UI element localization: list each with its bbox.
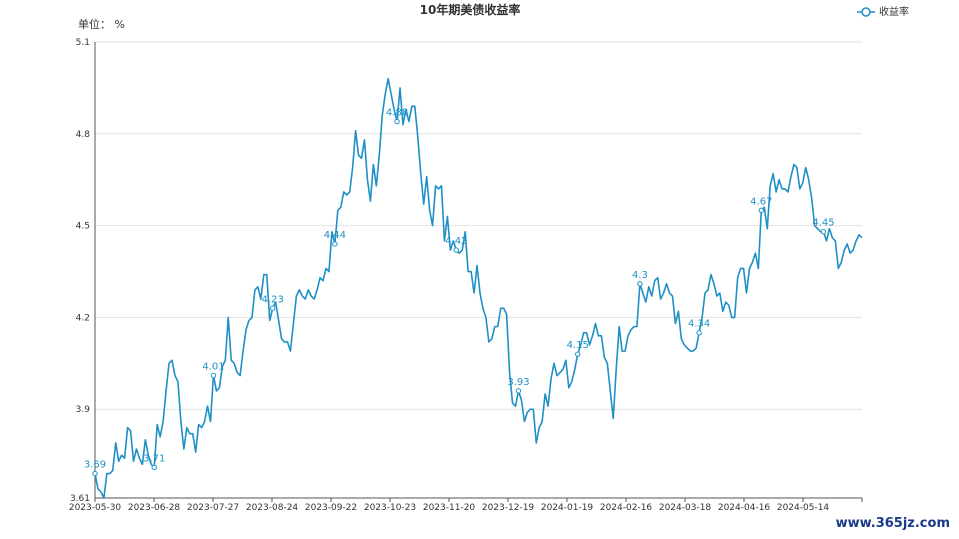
data-value-label: 4.42 bbox=[445, 236, 467, 247]
data-point-marker bbox=[453, 247, 459, 253]
data-point-marker bbox=[92, 470, 98, 477]
x-tick-label: 2023-10-23 bbox=[364, 503, 416, 513]
data-point-marker bbox=[394, 118, 400, 125]
x-tick-label: 2023-06-28 bbox=[128, 503, 181, 513]
x-tick-label: 2023-08-24 bbox=[246, 503, 299, 513]
x-tick-label: 2024-04-16 bbox=[718, 503, 771, 513]
y-tick-label: 5.1 bbox=[76, 38, 90, 48]
data-point-marker bbox=[696, 330, 702, 336]
series-layer bbox=[94, 77, 863, 499]
legend-circle-icon bbox=[861, 7, 871, 17]
x-tick-label: 2023-09-22 bbox=[305, 503, 357, 513]
x-tick-label: 2023-12-19 bbox=[482, 503, 535, 513]
x-tick-label: 2023-05-30 bbox=[69, 503, 122, 513]
chart-title: 10年期美债收益率 bbox=[420, 2, 521, 17]
grid-layer bbox=[95, 41, 862, 410]
data-value-label: 4.3 bbox=[632, 270, 648, 281]
watermark-text: www.365jz.com bbox=[836, 516, 950, 531]
data-point-marker bbox=[332, 241, 338, 247]
data-point-marker bbox=[637, 281, 643, 287]
data-value-label: 3.71 bbox=[143, 453, 165, 464]
y-tick-label: 4.5 bbox=[76, 222, 90, 232]
y-tick-label: 4.8 bbox=[76, 130, 91, 140]
data-value-label: 4.67 bbox=[750, 196, 772, 207]
data-point-marker bbox=[515, 388, 522, 394]
data-point-marker bbox=[210, 372, 217, 379]
y-unit-label: 单位： % bbox=[78, 17, 125, 31]
data-point-marker bbox=[820, 229, 827, 235]
legend[interactable]: 收益率 bbox=[857, 5, 909, 18]
legend-label: 收益率 bbox=[879, 5, 909, 18]
data-value-label: 4.44 bbox=[324, 230, 346, 241]
data-value-label: 4.34 bbox=[688, 319, 710, 330]
data-value-label: 3.69 bbox=[84, 460, 106, 471]
y-tick-label: 3.9 bbox=[76, 405, 91, 415]
x-tick-label: 2024-03-18 bbox=[659, 503, 712, 513]
data-value-label: 4.88 bbox=[386, 108, 408, 119]
x-tick-label: 2024-05-14 bbox=[777, 503, 830, 513]
data-point-marker bbox=[575, 351, 581, 357]
x-tick-label: 2024-02-16 bbox=[600, 503, 653, 513]
y-tick-label: 4.2 bbox=[76, 313, 90, 323]
x-tick-label: 2023-07-27 bbox=[187, 503, 239, 513]
x-tick-label: 2024-01-19 bbox=[541, 503, 594, 513]
data-point-marker bbox=[758, 207, 765, 214]
data-value-label: 4.23 bbox=[262, 294, 284, 305]
data-value-label: 3.93 bbox=[507, 377, 529, 388]
series-line-收益率 bbox=[94, 77, 863, 499]
axis-layer: 3.61 3.9 4.2 4.5 4.8 5.1 2023-05-30 2023-06-28 2… bbox=[69, 38, 863, 513]
data-point-marker bbox=[269, 305, 276, 311]
data-value-label: 4.01 bbox=[202, 362, 224, 373]
y-tick-label: 3.61 bbox=[70, 494, 90, 504]
data-value-label: 4.15 bbox=[567, 340, 589, 351]
data-point-marker bbox=[151, 464, 157, 471]
data-value-label: 4.45 bbox=[812, 218, 834, 229]
x-tick-label: 2023-11-20 bbox=[423, 503, 476, 513]
data-label-layer: 3.693.714.014.234.444.884.423.934.154.34… bbox=[84, 108, 835, 477]
